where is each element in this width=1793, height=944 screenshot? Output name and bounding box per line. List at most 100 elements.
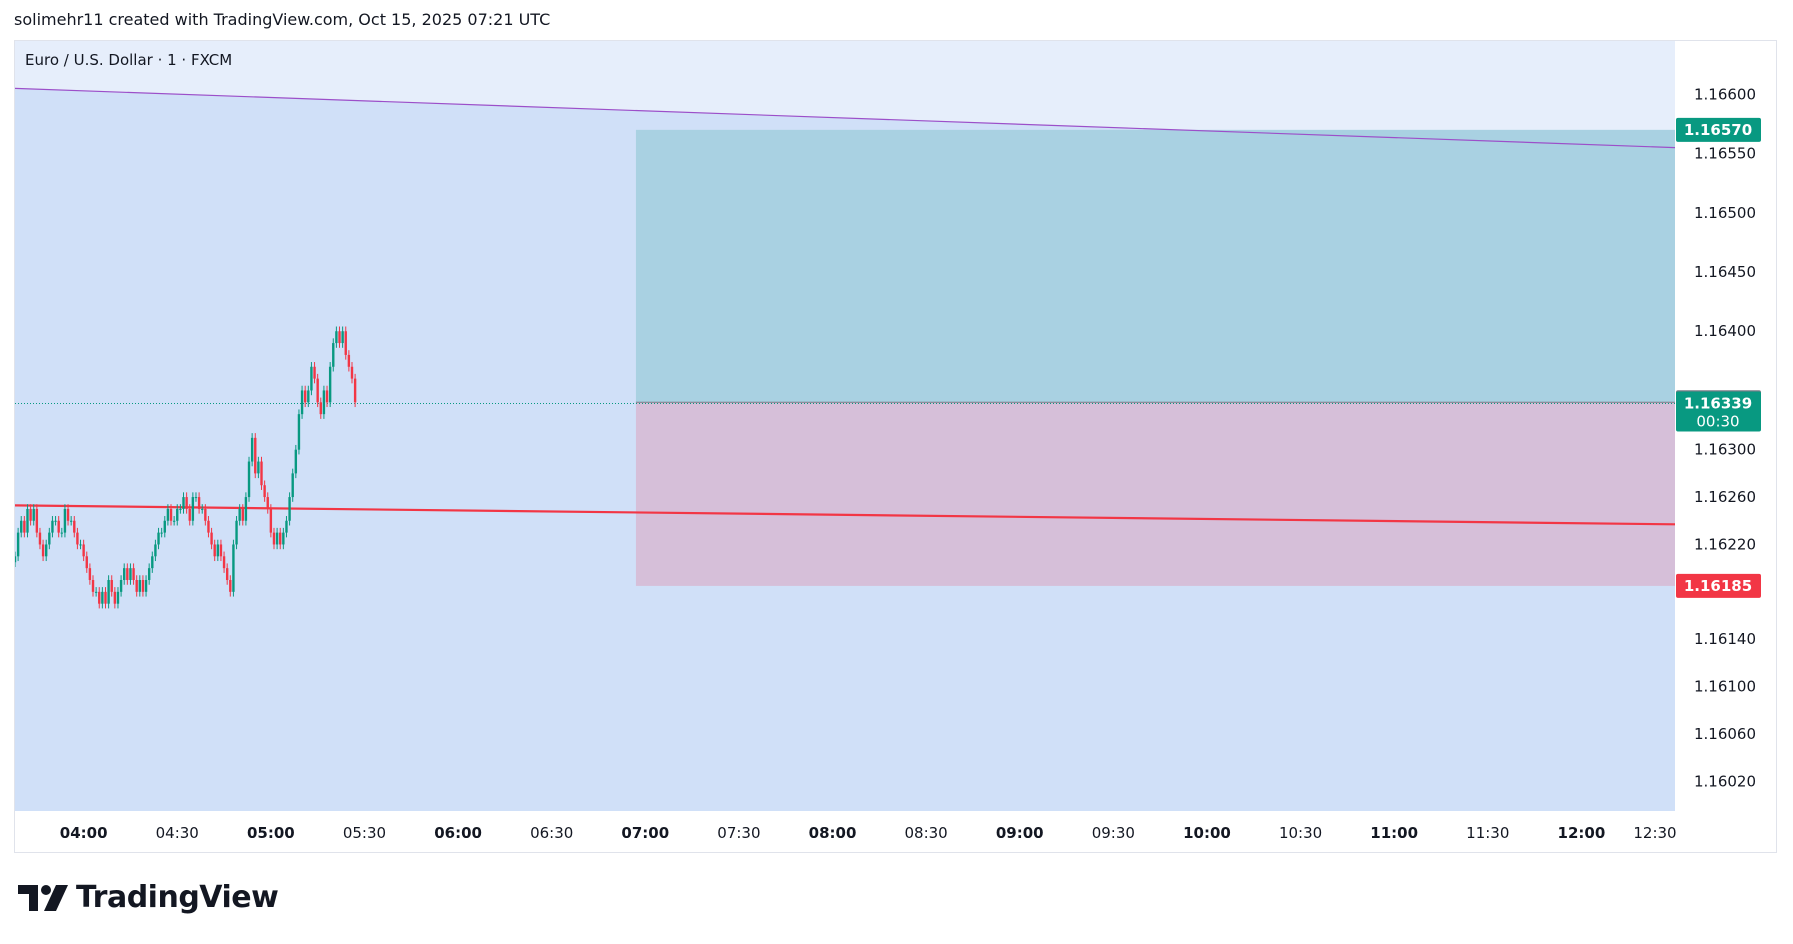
candle-body	[23, 520, 26, 533]
candle-body	[182, 497, 185, 509]
candle-body	[313, 366, 316, 379]
candle-body	[157, 532, 160, 545]
candle-body	[179, 508, 182, 510]
candle-body	[213, 544, 216, 557]
symbol-label[interactable]: Euro / U.S. Dollar · 1 · FXCM	[25, 51, 232, 69]
price-tick-label: 1.16550	[1694, 145, 1756, 163]
candle-body	[229, 580, 232, 592]
time-tick-label: 11:30	[1466, 824, 1509, 842]
stop-price-label-badge	[1676, 573, 1761, 598]
candle-body	[225, 568, 229, 580]
candle-body	[176, 508, 179, 521]
candle-body	[282, 532, 285, 545]
candle-body	[244, 497, 248, 521]
candle-body	[325, 390, 329, 403]
price-tick-label: 1.16300	[1694, 441, 1756, 459]
candle-body	[29, 508, 32, 521]
candle-body	[350, 366, 354, 379]
price-tick-label: 1.16450	[1694, 263, 1756, 281]
time-tick-label: 09:00	[996, 824, 1044, 842]
target-price-label: 1.16570	[1684, 121, 1752, 139]
time-tick-label: 07:00	[621, 824, 669, 842]
candle-body	[98, 591, 101, 604]
price-tick-label: 1.16500	[1694, 204, 1756, 222]
candle-body	[335, 331, 338, 344]
tradingview-logo-icon	[18, 884, 68, 911]
candle-body	[285, 520, 288, 533]
candle-body	[288, 497, 291, 521]
price-tick-label: 1.16100	[1694, 678, 1756, 696]
candle-body	[41, 544, 45, 557]
candle-body	[322, 390, 326, 415]
candle-body	[66, 508, 70, 521]
candle-body	[310, 366, 313, 391]
candle-body	[110, 580, 113, 592]
candle-body	[79, 544, 82, 546]
target-price-label-badge	[1676, 117, 1761, 142]
candle-body	[279, 532, 282, 545]
candle-body	[57, 520, 60, 533]
candle-body	[151, 556, 154, 569]
chart-canvas[interactable]: 1.16600 1.16550 1.16500 1.16450 1.16400 1.163…	[15, 41, 1776, 852]
candle-body	[85, 556, 88, 569]
time-tick-label: 06:00	[434, 824, 482, 842]
candle-body	[185, 497, 188, 509]
candle-body	[194, 497, 198, 499]
candle-body	[20, 520, 23, 533]
position-target-zone	[635, 129, 1675, 403]
candle-body	[116, 591, 120, 604]
candle-body	[197, 497, 201, 509]
candle-body	[241, 508, 244, 521]
time-tick-label: 08:30	[905, 824, 948, 842]
candle-body	[135, 580, 138, 592]
candle-body	[172, 520, 176, 522]
chart-frame: 1.16600 1.16550 1.16500 1.16450 1.16400 1.163…	[14, 40, 1777, 853]
candle-body	[16, 532, 20, 557]
time-tick-label: 07:30	[717, 824, 760, 842]
candle-body	[126, 568, 129, 580]
candle-body	[232, 544, 235, 592]
price-tick-label: 1.16060	[1694, 725, 1756, 743]
candle-body	[35, 508, 39, 533]
candle-body	[303, 390, 307, 403]
candle-body	[82, 544, 85, 557]
candle-body	[297, 414, 301, 450]
candle-body	[291, 473, 294, 498]
time-tick-label: 06:30	[530, 824, 573, 842]
candle-body	[260, 461, 263, 486]
candle-body	[272, 532, 276, 545]
candle-body	[332, 343, 335, 367]
time-tick-label: 10:00	[1183, 824, 1231, 842]
candle-body	[113, 591, 117, 604]
support-trendline	[15, 504, 1676, 526]
candle-body	[76, 532, 79, 545]
candle-body	[191, 497, 195, 521]
candle-body	[294, 449, 298, 474]
last-price-label: 1.16339	[1684, 394, 1752, 412]
candle-body	[141, 580, 145, 592]
price-tick-label: 1.16260	[1694, 488, 1756, 506]
stop-price-label: 1.16185	[1684, 577, 1752, 595]
candle-body	[38, 532, 42, 545]
chart-credit: solimehr11 created with TradingView.com,…	[14, 10, 551, 29]
candle-body	[26, 508, 29, 533]
candle-body	[15, 556, 17, 563]
candle-body	[254, 437, 257, 474]
candle-body	[269, 508, 273, 533]
candle-body	[94, 591, 98, 593]
upper-trendline	[15, 87, 1676, 149]
candle-body	[328, 366, 332, 403]
candle-body	[54, 520, 57, 522]
candle-body	[257, 461, 260, 474]
last-price-label-countdown: 00:30	[1696, 412, 1739, 430]
candle-body	[222, 556, 226, 569]
price-tick-label: 1.16140	[1694, 630, 1756, 648]
candle-body	[132, 568, 135, 580]
candle-body	[32, 508, 35, 521]
candle-body	[51, 520, 54, 533]
candle-body	[210, 532, 213, 545]
time-tick-label: 04:30	[156, 824, 199, 842]
tradingview-logo[interactable]: TradingView	[18, 880, 279, 915]
candle-body	[138, 580, 142, 592]
price-tick-label: 1.16020	[1694, 772, 1756, 790]
